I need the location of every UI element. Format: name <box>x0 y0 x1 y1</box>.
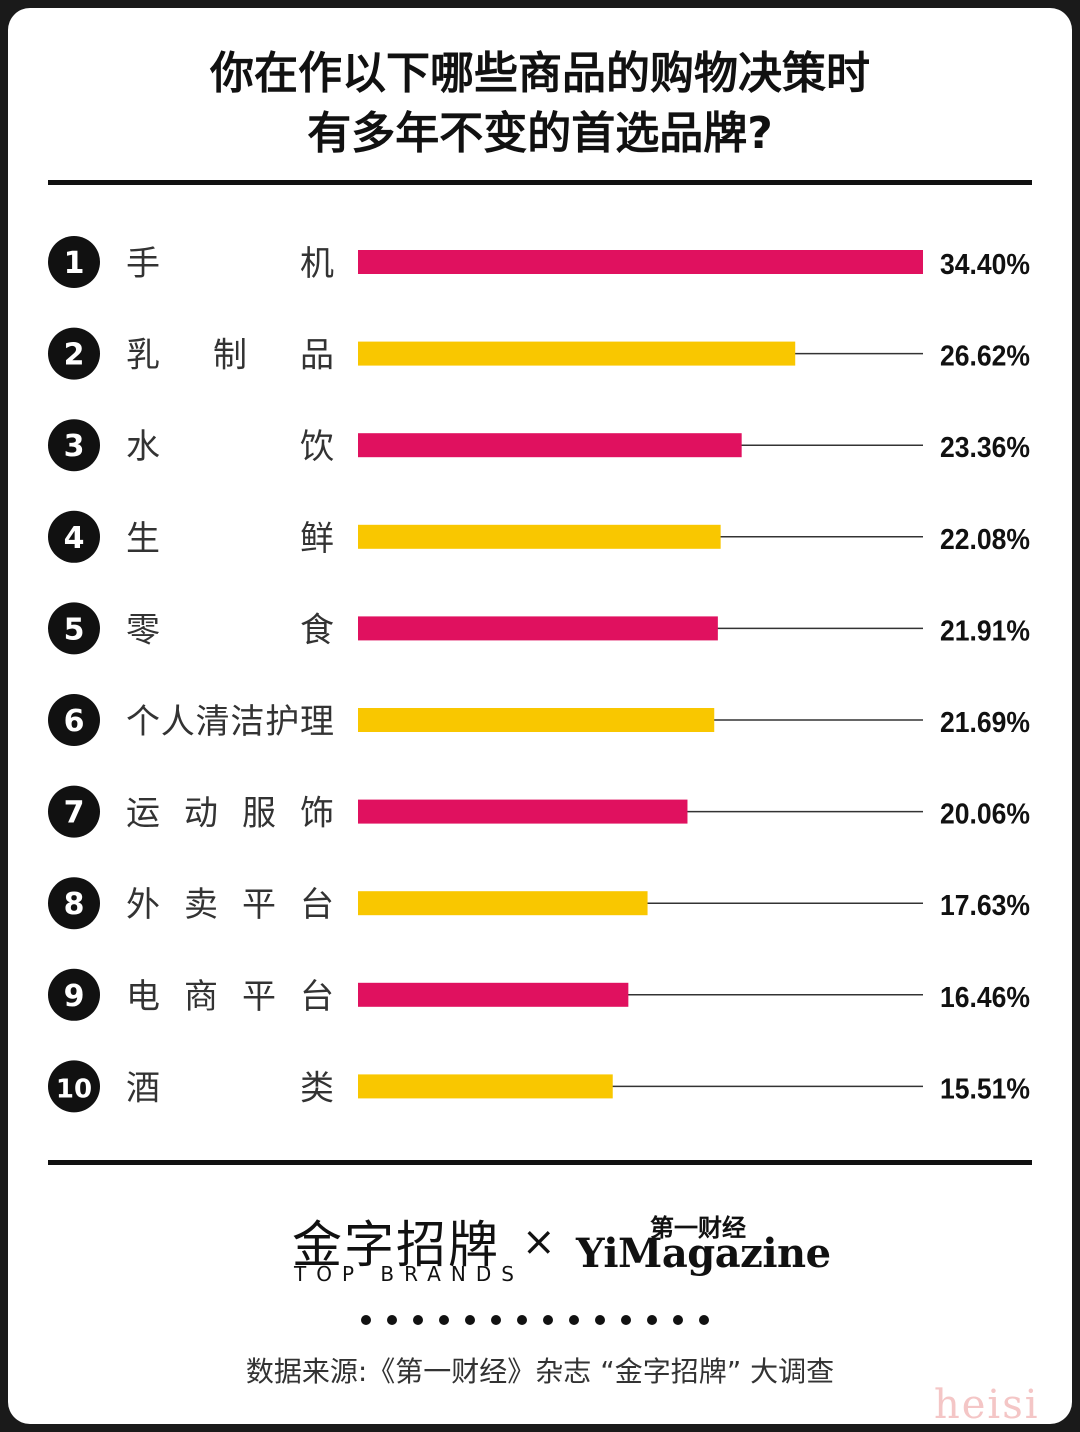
category-label: 运 动 服 饰 <box>126 794 334 834</box>
category-label: 电 商 平 台 <box>126 977 334 1017</box>
value-label: 15.51% <box>940 1073 1030 1105</box>
rank-number: 1 <box>64 246 85 281</box>
top-brands-logo-cn: 金字招牌 <box>292 1216 500 1274</box>
title-line-2: 有多年不变的首选品牌? <box>307 108 773 159</box>
value-label: 34.40% <box>940 249 1030 281</box>
bar <box>358 891 648 916</box>
rank-number: 6 <box>64 704 85 739</box>
top-brands-logo-en: TOP BRANDS <box>294 1262 524 1286</box>
bar <box>358 982 629 1007</box>
times-icon: × <box>522 1219 556 1265</box>
rank-number: 7 <box>64 796 85 831</box>
rank-number: 2 <box>64 338 85 373</box>
data-source: 数据来源:《第一财经》杂志 “金字招牌” 大调查 <box>245 1355 835 1388</box>
category-label: 外 卖 平 台 <box>126 885 334 925</box>
value-label: 26.62% <box>940 341 1030 373</box>
category-label: 零 食 <box>126 610 334 650</box>
category-label: 水 饮 <box>126 427 334 467</box>
rank-number: 9 <box>64 979 85 1014</box>
category-label: 酒 类 <box>126 1068 334 1108</box>
watermark: heisi <box>934 1382 1040 1428</box>
rank-badge <box>48 785 100 838</box>
value-label: 21.69% <box>940 707 1030 739</box>
bar <box>358 616 718 641</box>
rank-number: 8 <box>64 887 85 922</box>
rank-badge <box>48 1060 100 1113</box>
rank-number: 3 <box>64 429 85 464</box>
rank-badge <box>48 694 100 746</box>
rank-badge <box>48 419 100 472</box>
value-label: 20.06% <box>940 799 1030 831</box>
dot-separator <box>361 1315 709 1325</box>
bottom-divider <box>48 1160 1032 1165</box>
rank-badge <box>48 236 100 288</box>
bar <box>358 341 796 366</box>
rank-badge <box>48 510 100 563</box>
bar <box>358 1074 613 1099</box>
rank-badge <box>48 327 100 380</box>
value-label: 23.36% <box>940 432 1030 464</box>
rank-number: 5 <box>64 612 85 647</box>
value-label: 17.63% <box>940 890 1030 922</box>
category-label: 乳 制 品 <box>126 336 334 376</box>
category-label: 生 鲜 <box>126 519 334 559</box>
bar <box>358 250 923 274</box>
chart-title: 你在作以下哪些商品的购物决策时 有多年不变的首选品牌? <box>0 44 1080 164</box>
yimagazine-logo-cn: 第一财经 <box>650 1214 746 1242</box>
rank-badge <box>48 968 100 1021</box>
rank-badge <box>48 602 100 655</box>
bar <box>358 433 742 458</box>
top-divider <box>48 180 1032 185</box>
category-label: 手 机 <box>126 244 334 284</box>
value-label: 21.91% <box>940 615 1030 647</box>
bar <box>358 708 715 732</box>
rank-badge <box>48 877 100 930</box>
category-label: 个人清洁护理 <box>126 702 334 742</box>
yimagazine-logo-en: YiMagazine <box>576 1230 831 1277</box>
rank-number: 10 <box>56 1074 92 1104</box>
value-label: 22.08% <box>940 524 1030 556</box>
value-label: 16.46% <box>940 982 1030 1014</box>
title-line-1: 你在作以下哪些商品的购物决策时 <box>210 48 870 99</box>
bar <box>358 524 721 549</box>
rank-number: 4 <box>64 521 85 556</box>
bar <box>358 799 688 824</box>
